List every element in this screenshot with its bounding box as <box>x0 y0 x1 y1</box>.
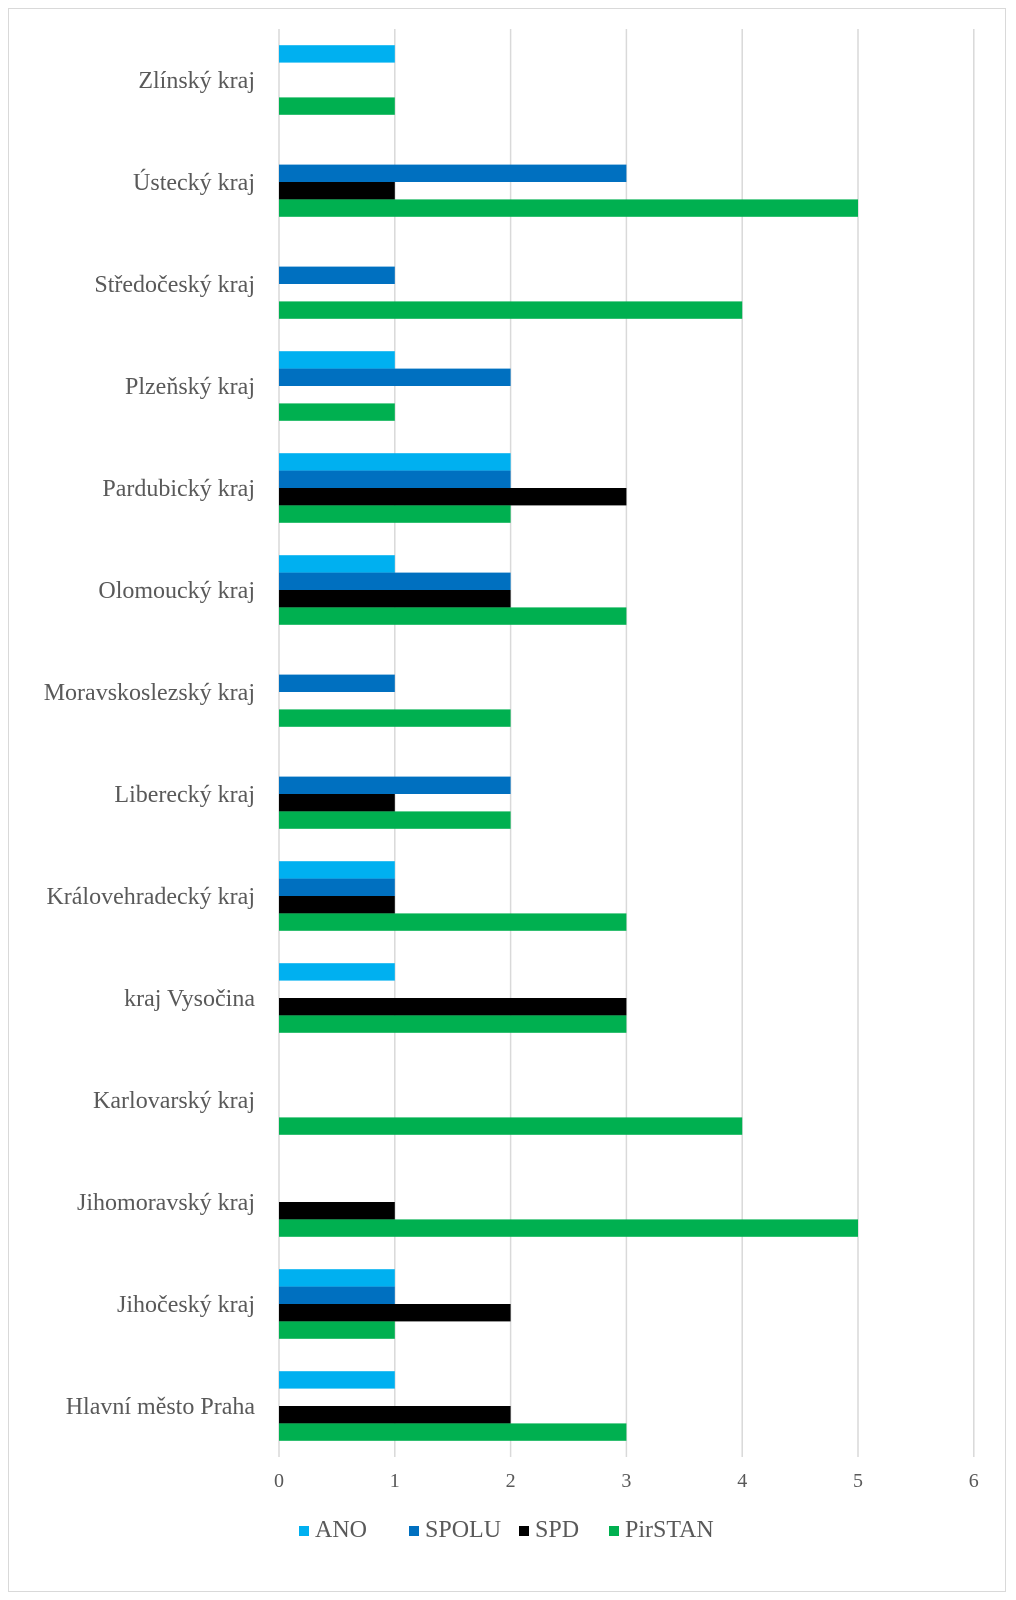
bar-spolu <box>279 776 511 794</box>
bar-pirstan <box>279 301 743 319</box>
bar-spolu <box>279 878 395 896</box>
category-label: Moravskoslezský kraj <box>44 680 255 706</box>
x-tick-label: 6 <box>969 1470 979 1492</box>
category-label: Středočeský kraj <box>94 272 255 298</box>
bar-pirstan <box>279 1117 743 1135</box>
category-label: Královehradecký kraj <box>46 884 255 910</box>
bar-ano <box>279 453 511 471</box>
category-label: Plzeňský kraj <box>125 374 255 400</box>
category-label: Pardubický kraj <box>102 476 255 502</box>
legend-swatch <box>609 1526 619 1536</box>
category-labels: Hlavní město Praha Jihočeský kraj Jihomora… <box>44 68 256 1420</box>
bar-pirstan <box>279 913 627 931</box>
legend-item-spd: SPD <box>519 1517 579 1543</box>
bar-pirstan <box>279 1423 627 1441</box>
category-label: Hlavní město Praha <box>66 1394 256 1420</box>
bar-spd <box>279 1202 395 1220</box>
x-axis-ticks: 0 1 2 3 4 5 6 <box>274 1470 979 1492</box>
bar-spd <box>279 182 395 200</box>
chart-frame: Hlavní město Praha Jihočeský kraj Jihomora… <box>8 8 1006 1592</box>
legend-item-spolu: SPOLU <box>409 1517 501 1543</box>
bar-spolu <box>279 470 511 488</box>
bar-pirstan <box>279 1219 858 1237</box>
bar-spd <box>279 1406 511 1424</box>
category-label: kraj Vysočina <box>124 986 255 1012</box>
bar-spd <box>279 998 627 1016</box>
bar-pirstan <box>279 811 511 829</box>
bar-spd <box>279 1304 511 1322</box>
bar-spolu <box>279 1286 395 1304</box>
bar-pirstan <box>279 1015 627 1033</box>
x-tick-label: 3 <box>621 1470 631 1492</box>
x-tick-label: 5 <box>853 1470 863 1492</box>
bar-spd <box>279 590 511 608</box>
x-tick-label: 0 <box>274 1470 284 1492</box>
bar-spolu <box>279 572 511 590</box>
legend-label: SPOLU <box>425 1517 501 1543</box>
legend-swatch <box>409 1526 419 1536</box>
bar-pirstan <box>279 709 511 727</box>
bar-pirstan <box>279 403 395 421</box>
bar-spolu <box>279 674 395 692</box>
category-label: Ústecký kraj <box>133 169 255 196</box>
category-label: Liberecký kraj <box>114 782 255 808</box>
legend-label: PirSTAN <box>625 1517 714 1543</box>
category-label: Olomoucký kraj <box>98 578 255 604</box>
legend-label: SPD <box>535 1517 579 1543</box>
category-label: Karlovarský kraj <box>93 1088 255 1114</box>
bar-pirstan <box>279 505 511 523</box>
bar-pirstan <box>279 607 627 625</box>
category-label: Jihomoravský kraj <box>77 1190 255 1216</box>
bars <box>279 45 858 1441</box>
x-tick-label: 4 <box>737 1470 747 1492</box>
bar-spd <box>279 794 395 812</box>
bar-spolu <box>279 164 627 182</box>
bar-pirstan <box>279 199 858 217</box>
bar-ano <box>279 861 395 879</box>
bar-spd <box>279 896 395 914</box>
x-tick-label: 1 <box>390 1470 400 1492</box>
bar-ano <box>279 963 395 981</box>
category-label: Jihočeský kraj <box>117 1292 255 1318</box>
bar-pirstan <box>279 97 395 115</box>
bar-spolu <box>279 368 511 386</box>
bar-pirstan <box>279 1321 395 1339</box>
bar-ano <box>279 1371 395 1389</box>
bar-ano <box>279 351 395 369</box>
bar-ano <box>279 1269 395 1287</box>
legend: ANO SPOLU SPD PirSTAN <box>299 1517 714 1543</box>
legend-swatch <box>519 1526 529 1536</box>
legend-label: ANO <box>315 1517 367 1543</box>
bar-spolu <box>279 266 395 284</box>
bar-ano <box>279 555 395 573</box>
bar-spd <box>279 488 627 506</box>
legend-swatch <box>299 1526 309 1536</box>
legend-item-ano: ANO <box>299 1517 367 1543</box>
legend-item-pirstan: PirSTAN <box>609 1517 714 1543</box>
bar-ano <box>279 45 395 63</box>
bar-chart: Hlavní město Praha Jihočeský kraj Jihomora… <box>44 29 979 1543</box>
gridlines <box>278 29 975 1457</box>
x-tick-label: 2 <box>506 1470 516 1492</box>
category-label: Zlínský kraj <box>138 68 255 94</box>
